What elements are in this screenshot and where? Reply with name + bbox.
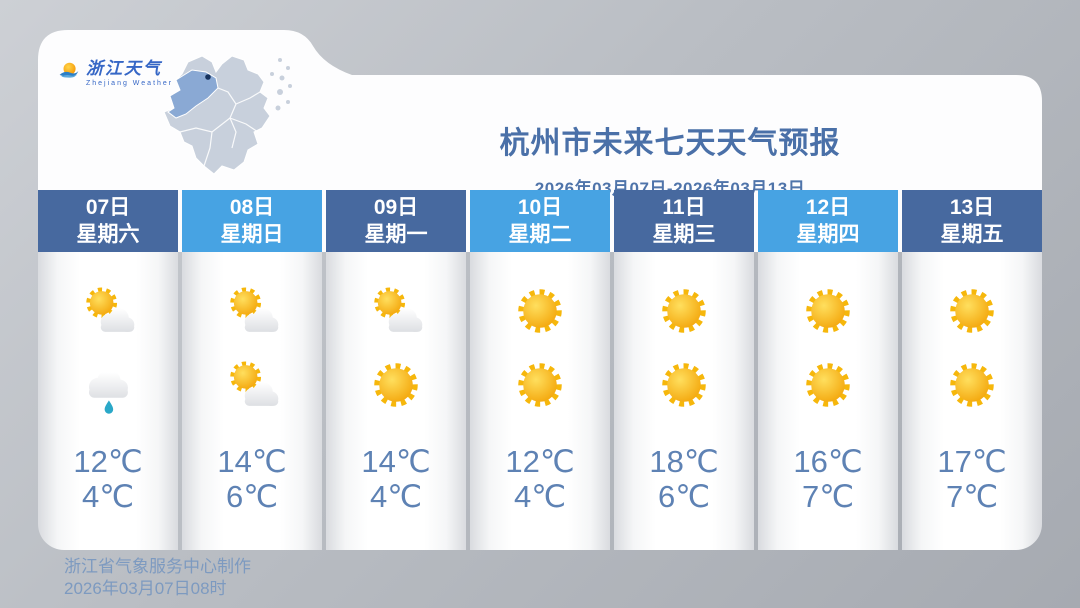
day-forecast-cell: 16℃ 7℃ <box>758 252 898 550</box>
page-title: 杭州市未来七天天气预报 <box>499 127 841 160</box>
weather-icon-day <box>943 282 1001 340</box>
weather-icon-day <box>655 282 713 340</box>
day-header: 13日 星期五 <box>902 190 1042 252</box>
day-forecast-cell: 18℃ 6℃ <box>614 252 754 550</box>
sunny-icon <box>518 363 562 407</box>
day-date: 08日 <box>229 196 275 219</box>
weather-icon-day <box>511 282 569 340</box>
weather-icon-day <box>223 282 281 340</box>
sunny-icon <box>662 289 706 333</box>
weather-icon-day <box>367 282 425 340</box>
low-temperature: 4℃ <box>369 479 423 514</box>
low-temperature: 6℃ <box>657 479 711 514</box>
high-temperature: 18℃ <box>649 444 719 479</box>
day-weekday: 星期五 <box>940 223 1004 246</box>
partly-cloudy-icon <box>230 287 279 332</box>
day-weekday: 星期六 <box>76 223 140 246</box>
weather-icon-night <box>367 356 425 414</box>
day-date: 09日 <box>373 196 419 219</box>
day-weekday: 星期一 <box>364 223 428 246</box>
day-forecast-cell: 17℃ 7℃ <box>902 252 1042 550</box>
day-weekday: 星期二 <box>508 223 572 246</box>
weather-icon-night <box>655 356 713 414</box>
weather-icon-day <box>799 282 857 340</box>
low-temperature: 7℃ <box>945 479 999 514</box>
day-header: 10日 星期二 <box>470 190 610 252</box>
sunny-icon <box>950 363 994 407</box>
day-header: 09日 星期一 <box>326 190 466 252</box>
day-date: 13日 <box>949 196 995 219</box>
low-temperature: 4℃ <box>81 479 135 514</box>
rain-icon <box>88 369 128 414</box>
weather-icon-night <box>223 356 281 414</box>
day-header: 12日 星期四 <box>758 190 898 252</box>
sun-wave-logo-icon <box>59 62 79 78</box>
zhejiang-province-map <box>163 55 292 175</box>
low-temperature: 6℃ <box>225 479 279 514</box>
partly-cloudy-icon <box>374 287 423 332</box>
high-temperature: 16℃ <box>793 444 863 479</box>
day-header: 08日 星期日 <box>182 190 322 252</box>
day-forecast-cell: 12℃ 4℃ <box>38 252 178 550</box>
high-temperature: 17℃ <box>937 444 1007 479</box>
day-weekday: 星期四 <box>796 223 860 246</box>
logo-subtitle: Zhejiang Weather <box>86 80 174 87</box>
day-weekday: 星期日 <box>220 223 284 246</box>
sunny-icon <box>518 289 562 333</box>
hangzhou-highlight-region <box>167 69 219 119</box>
weather-icon-night <box>799 356 857 414</box>
sunny-icon <box>806 289 850 333</box>
day-date: 12日 <box>805 196 851 219</box>
weather-icon-night <box>511 356 569 414</box>
issue-time: 2026年03月07日08时 <box>64 579 227 598</box>
high-temperature: 12℃ <box>73 444 143 479</box>
weather-icon-day <box>79 282 137 340</box>
producer-credit: 浙江省气象服务中心制作 <box>64 557 251 576</box>
low-temperature: 7℃ <box>801 479 855 514</box>
sunny-icon <box>950 289 994 333</box>
day-header: 07日 星期六 <box>38 190 178 252</box>
day-header-row: 07日 星期六 08日 星期日 09日 星期一 10日 星期二 11日 星期三 … <box>38 190 1042 252</box>
high-temperature: 12℃ <box>505 444 575 479</box>
day-forecast-cell: 14℃ 4℃ <box>326 252 466 550</box>
sunny-icon <box>662 363 706 407</box>
day-forecast-cell: 14℃ 6℃ <box>182 252 322 550</box>
day-date: 10日 <box>517 196 563 219</box>
sunny-icon <box>806 363 850 407</box>
logo-title: 浙江天气 <box>86 59 162 78</box>
weather-icon-night <box>943 356 1001 414</box>
high-temperature: 14℃ <box>361 444 431 479</box>
forecast-row: 12℃ 4℃ <box>38 252 1042 550</box>
partly-cloudy-icon <box>230 361 279 406</box>
day-date: 07日 <box>85 196 131 219</box>
weather-icon-night <box>79 356 137 414</box>
day-weekday: 星期三 <box>652 223 716 246</box>
day-date: 11日 <box>662 196 706 219</box>
partly-cloudy-icon <box>86 287 135 332</box>
sunny-icon <box>374 363 418 407</box>
zhejiang-weather-logo: 浙江天气 Zhejiang Weather <box>58 60 173 87</box>
day-header: 11日 星期三 <box>614 190 754 252</box>
high-temperature: 14℃ <box>217 444 287 479</box>
day-forecast-cell: 12℃ 4℃ <box>470 252 610 550</box>
low-temperature: 4℃ <box>513 479 567 514</box>
hangzhou-city-marker <box>205 74 211 80</box>
